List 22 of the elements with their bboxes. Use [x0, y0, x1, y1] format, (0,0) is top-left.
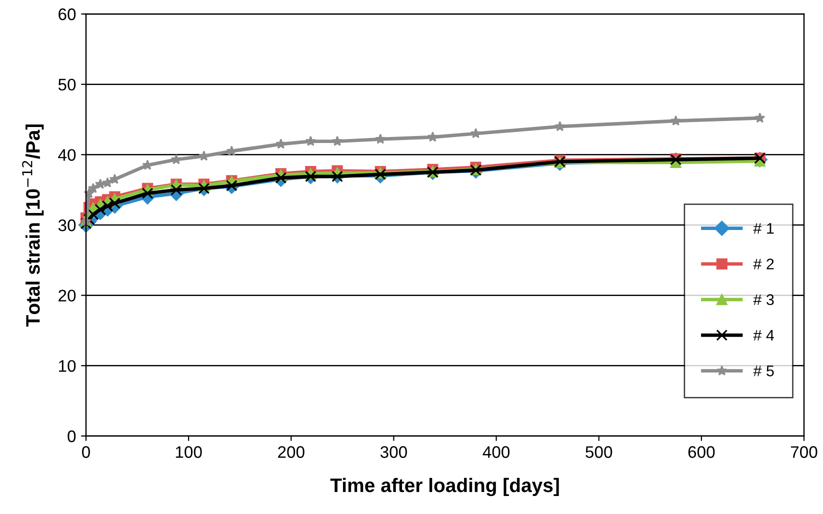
x-tick-label: 700: [790, 446, 818, 458]
y-tick-label: 30: [58, 219, 76, 232]
y-tick-label: 10: [59, 360, 76, 372]
y-tick-label: 20: [58, 290, 76, 302]
legend-label: # 2: [753, 258, 774, 270]
y-tick-label: 0: [68, 430, 76, 442]
x-tick-label: 200: [278, 446, 304, 458]
legend-label: # 5: [753, 366, 774, 376]
x-tick-label: 600: [688, 446, 715, 458]
x-tick-label: 500: [586, 446, 612, 458]
legend-label: # 4: [753, 330, 774, 341]
x-tick-label: 400: [482, 446, 510, 458]
legend-label: # 1: [753, 223, 774, 234]
x-tick-label: 300: [380, 446, 407, 458]
x-axis-title: Time after loading [days]: [330, 478, 559, 496]
x-tick-label: 100: [176, 446, 202, 458]
y-tick-label: 60: [58, 8, 76, 20]
y-axis-title: Total strain [10$^{−12}$/Pa]: [22, 124, 44, 327]
y-tick-label: 40: [58, 149, 76, 161]
x-tick-label: 0: [82, 446, 90, 458]
y-tick-label: 50: [58, 78, 76, 91]
legend-label: # 3: [753, 294, 774, 306]
